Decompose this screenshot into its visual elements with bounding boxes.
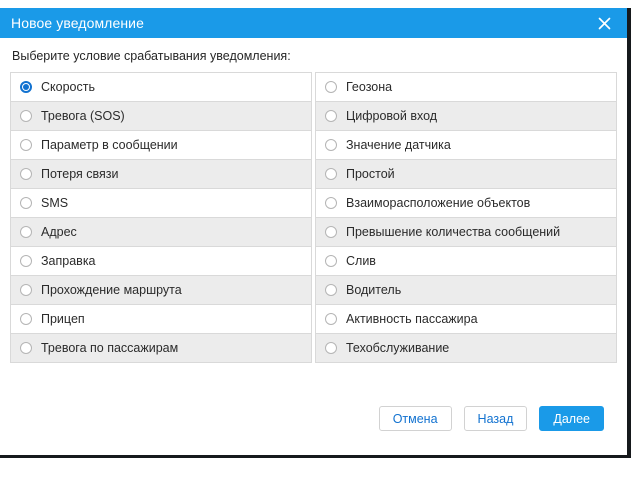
option-label: Активность пассажира	[346, 311, 478, 326]
close-icon[interactable]	[595, 14, 613, 32]
option-row[interactable]: Скорость	[11, 73, 311, 102]
option-row[interactable]: Превышение количества сообщений	[316, 218, 616, 247]
option-row[interactable]: Слив	[316, 247, 616, 276]
option-label: Скорость	[41, 79, 95, 94]
back-button[interactable]: Назад	[463, 406, 528, 431]
option-label: Геозона	[346, 79, 393, 94]
option-label: Техобслуживание	[346, 340, 450, 355]
option-row[interactable]: Водитель	[316, 276, 616, 305]
option-label: Цифровой вход	[346, 108, 438, 123]
option-label: SMS	[41, 195, 69, 210]
prompt-text: Выберите условие срабатывания уведомлени…	[12, 49, 291, 63]
radio-icon[interactable]	[325, 255, 337, 267]
radio-icon[interactable]	[325, 139, 337, 151]
cancel-button[interactable]: Отмена	[378, 406, 452, 431]
radio-icon[interactable]	[325, 197, 337, 209]
option-label: Прохождение маршрута	[41, 282, 182, 297]
radio-icon[interactable]	[325, 110, 337, 122]
option-label: Взаиморасположение объектов	[346, 195, 531, 210]
option-label: Значение датчика	[346, 137, 451, 152]
option-row[interactable]: Цифровой вход	[316, 102, 616, 131]
option-label: Водитель	[346, 282, 402, 297]
dialog-titlebar: Новое уведомление	[0, 8, 627, 38]
option-row[interactable]: Активность пассажира	[316, 305, 616, 334]
option-label: Превышение количества сообщений	[346, 224, 561, 239]
option-row[interactable]: Заправка	[11, 247, 311, 276]
radio-icon[interactable]	[20, 255, 32, 267]
option-label: Заправка	[41, 253, 96, 268]
condition-list-right: Геозона Цифровой вход Значение датчика П…	[315, 72, 617, 363]
radio-icon[interactable]	[20, 197, 32, 209]
condition-list-left: Скорость Тревога (SOS) Параметр в сообще…	[10, 72, 312, 363]
radio-icon[interactable]	[20, 110, 32, 122]
radio-icon[interactable]	[20, 168, 32, 180]
radio-icon[interactable]	[325, 168, 337, 180]
radio-icon[interactable]	[20, 226, 32, 238]
radio-icon[interactable]	[20, 81, 32, 93]
option-row[interactable]: Геозона	[316, 73, 616, 102]
radio-icon[interactable]	[325, 313, 337, 325]
radio-icon[interactable]	[325, 226, 337, 238]
option-label: Потеря связи	[41, 166, 119, 181]
option-label: Тревога по пассажирам	[41, 340, 179, 355]
condition-options: Скорость Тревога (SOS) Параметр в сообще…	[10, 72, 617, 363]
option-label: Слив	[346, 253, 376, 268]
option-row[interactable]: Простой	[316, 160, 616, 189]
radio-icon[interactable]	[325, 284, 337, 296]
option-row[interactable]: Значение датчика	[316, 131, 616, 160]
option-row[interactable]: Прохождение маршрута	[11, 276, 311, 305]
dialog-title: Новое уведомление	[11, 15, 144, 31]
option-row[interactable]: Тревога (SOS)	[11, 102, 311, 131]
option-row[interactable]: Тревога по пассажирам	[11, 334, 311, 363]
dialog-body: Выберите условие срабатывания уведомлени…	[0, 38, 627, 431]
option-row[interactable]: Параметр в сообщении	[11, 131, 311, 160]
option-label: Адрес	[41, 224, 77, 239]
option-label: Прицеп	[41, 311, 85, 326]
radio-icon[interactable]	[20, 313, 32, 325]
option-row[interactable]: Адрес	[11, 218, 311, 247]
radio-icon[interactable]	[325, 81, 337, 93]
radio-icon[interactable]	[325, 342, 337, 354]
option-row[interactable]: Потеря связи	[11, 160, 311, 189]
dialog-footer: Отмена Назад Далее	[10, 363, 617, 431]
radio-icon[interactable]	[20, 342, 32, 354]
option-label: Тревога (SOS)	[41, 108, 125, 123]
new-notification-dialog: Новое уведомление Выберите условие сраба…	[0, 8, 627, 455]
option-row[interactable]: SMS	[11, 189, 311, 218]
next-button[interactable]: Далее	[539, 406, 604, 431]
option-row[interactable]: Взаиморасположение объектов	[316, 189, 616, 218]
radio-icon[interactable]	[20, 139, 32, 151]
option-row[interactable]: Техобслуживание	[316, 334, 616, 363]
radio-icon[interactable]	[20, 284, 32, 296]
option-row[interactable]: Прицеп	[11, 305, 311, 334]
option-label: Простой	[346, 166, 395, 181]
option-label: Параметр в сообщении	[41, 137, 178, 152]
